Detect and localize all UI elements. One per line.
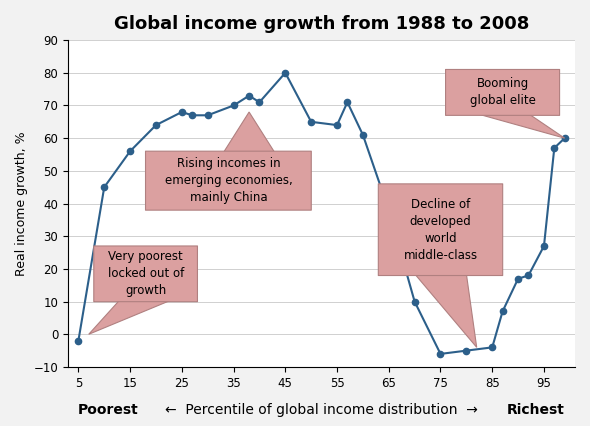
Text: Rising incomes in
emerging economies,
mainly China: Rising incomes in emerging economies, ma… [165, 157, 292, 204]
Polygon shape [415, 274, 477, 347]
Y-axis label: Real income growth, %: Real income growth, % [15, 131, 28, 276]
Text: ←  Percentile of global income distribution  →: ← Percentile of global income distributi… [165, 403, 478, 417]
Text: Decline of
developed
world
middle-class: Decline of developed world middle-class [404, 198, 477, 262]
Text: Poorest: Poorest [78, 403, 139, 417]
FancyBboxPatch shape [146, 151, 312, 210]
Polygon shape [223, 112, 275, 153]
Text: Booming
global elite: Booming global elite [470, 78, 536, 107]
Polygon shape [88, 300, 172, 334]
Polygon shape [477, 114, 565, 138]
Text: Very poorest
locked out of
growth: Very poorest locked out of growth [107, 250, 183, 297]
FancyBboxPatch shape [94, 246, 198, 302]
FancyBboxPatch shape [378, 184, 503, 276]
Title: Global income growth from 1988 to 2008: Global income growth from 1988 to 2008 [114, 15, 529, 33]
FancyBboxPatch shape [445, 69, 559, 115]
Text: Richest: Richest [507, 403, 565, 417]
